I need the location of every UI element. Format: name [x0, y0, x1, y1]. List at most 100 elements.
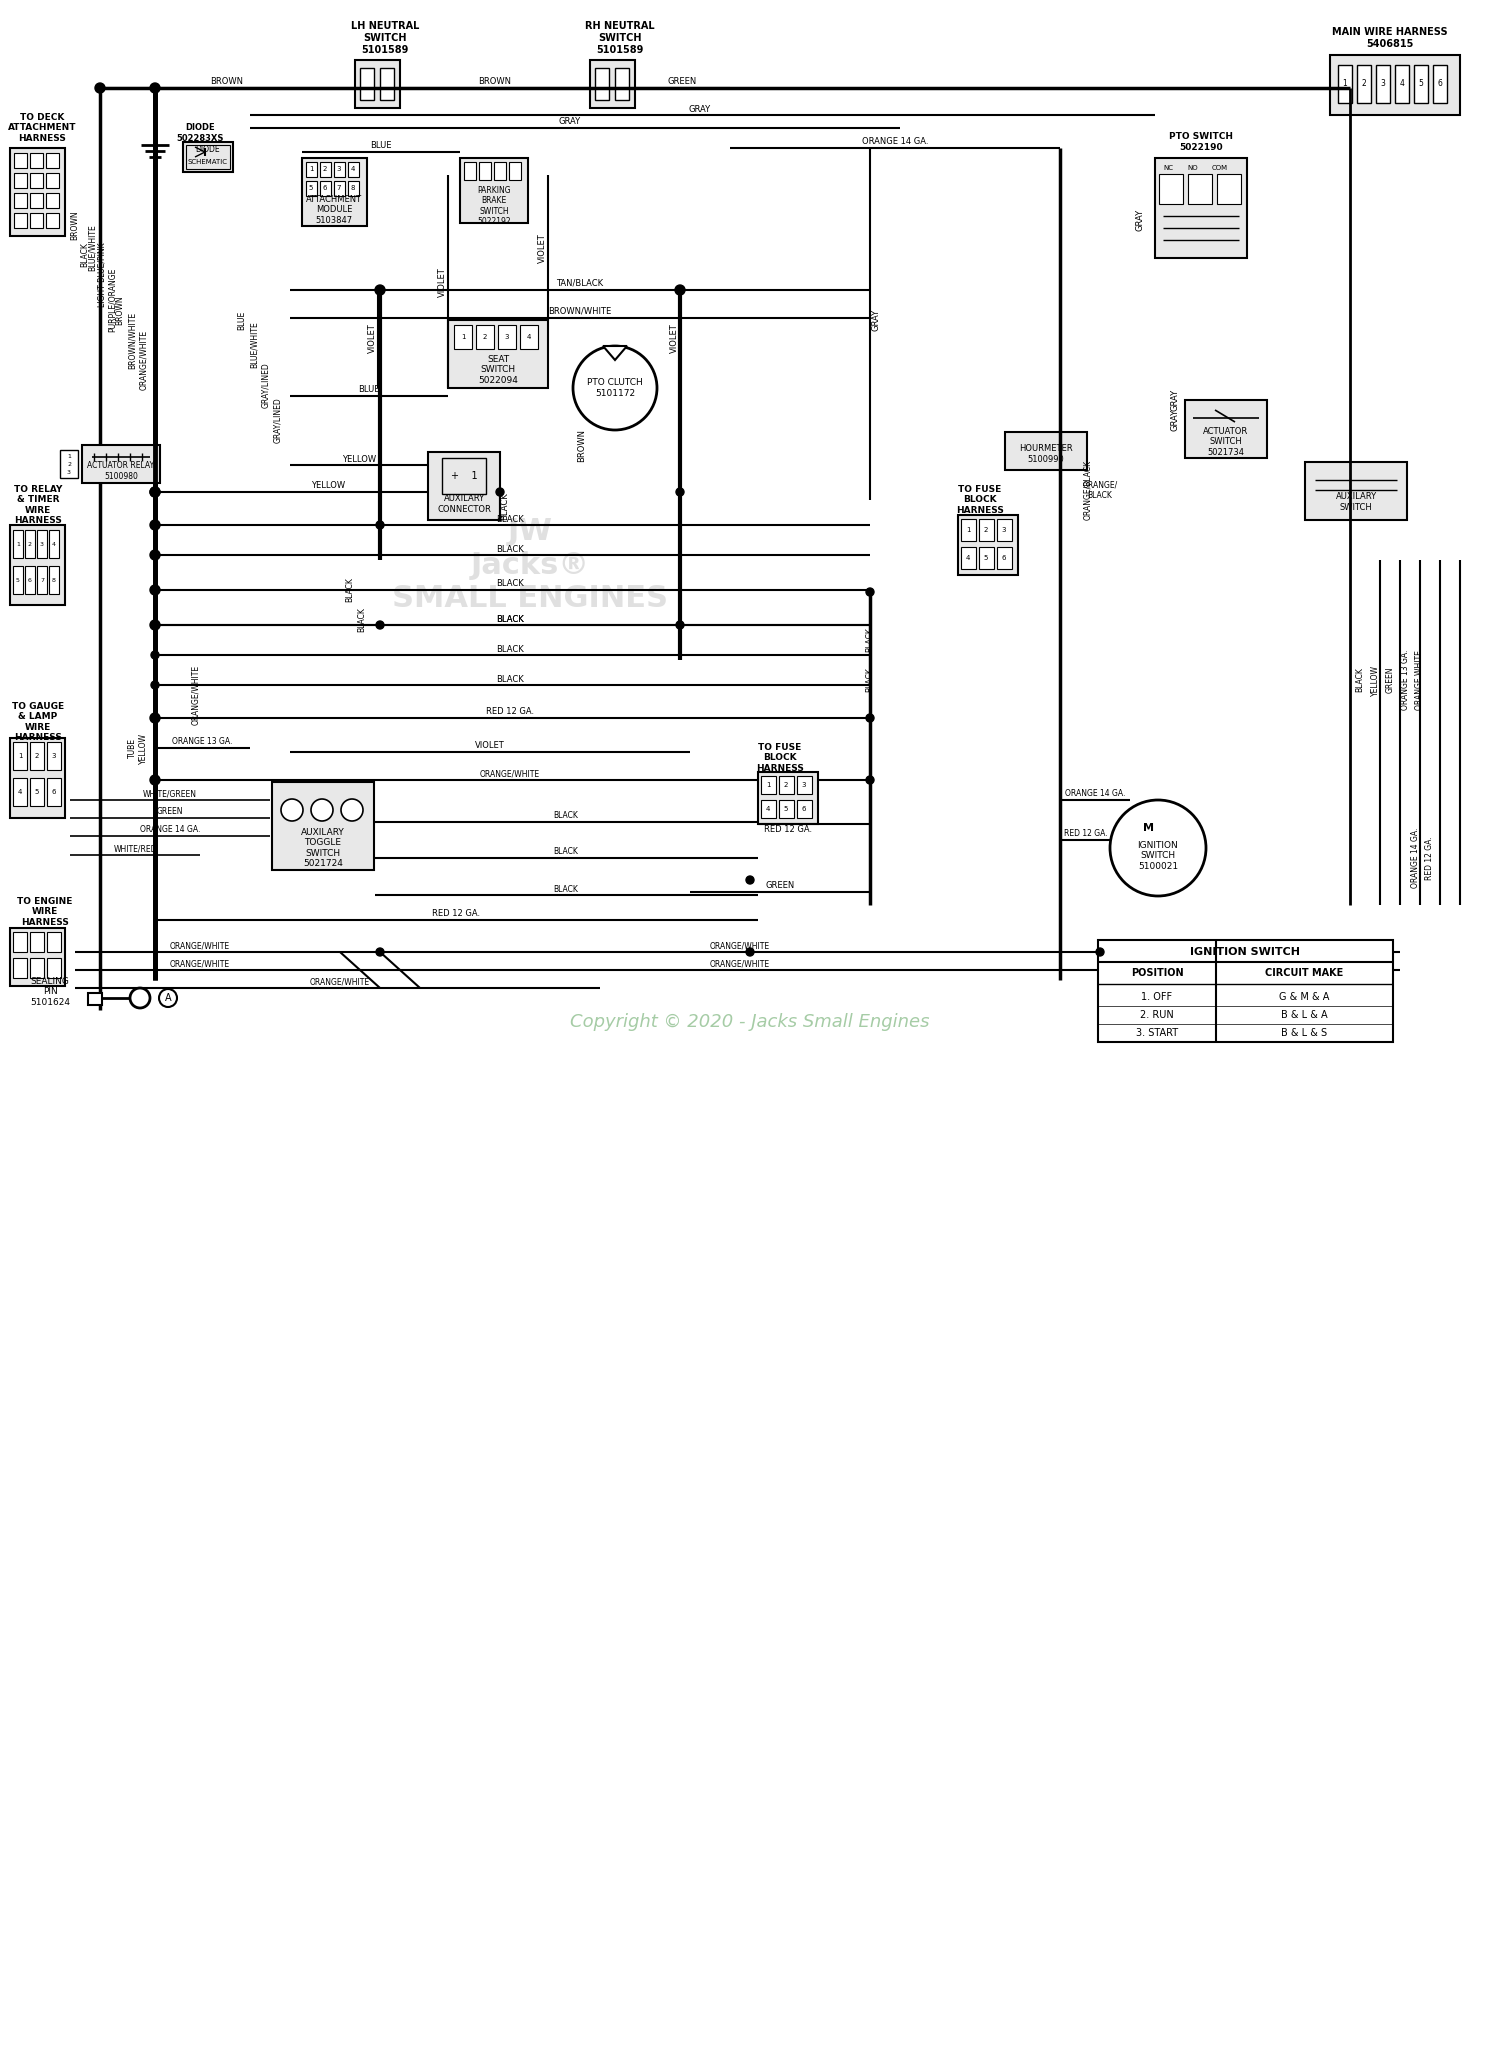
- Bar: [10, 927, 64, 987]
- Text: B & L & S: B & L & S: [1281, 1028, 1328, 1038]
- Bar: [958, 515, 1018, 575]
- Bar: [509, 163, 520, 179]
- Circle shape: [150, 486, 160, 496]
- Text: 5: 5: [309, 185, 314, 192]
- Text: BLACK: BLACK: [865, 628, 874, 653]
- Circle shape: [280, 799, 303, 822]
- Text: 6: 6: [322, 185, 327, 192]
- Circle shape: [573, 346, 657, 431]
- Text: RED 12 GA.: RED 12 GA.: [764, 826, 812, 834]
- Text: +    1: + 1: [450, 472, 477, 480]
- Bar: [88, 993, 102, 1005]
- Text: ORANGE 13 GA.: ORANGE 13 GA.: [172, 737, 232, 746]
- Text: NO: NO: [1188, 165, 1198, 171]
- Text: GRAY: GRAY: [1170, 410, 1179, 431]
- Bar: [380, 68, 394, 101]
- Bar: [760, 777, 776, 793]
- Circle shape: [152, 550, 159, 558]
- Text: 4: 4: [1400, 80, 1404, 89]
- Text: BROWN: BROWN: [478, 78, 512, 87]
- Circle shape: [150, 519, 160, 529]
- Bar: [183, 142, 232, 171]
- Bar: [498, 325, 516, 348]
- Bar: [962, 548, 976, 569]
- Text: LIGHT BLUE/PINK: LIGHT BLUE/PINK: [98, 243, 106, 307]
- Bar: [30, 152, 44, 169]
- Text: PURPLE/ORANGE: PURPLE/ORANGE: [108, 268, 117, 332]
- Circle shape: [159, 989, 177, 1007]
- Text: BLACK: BLACK: [81, 243, 90, 268]
- Text: BROWN: BROWN: [578, 428, 586, 461]
- Text: 4: 4: [351, 167, 355, 171]
- Bar: [1098, 939, 1394, 1042]
- Bar: [520, 325, 538, 348]
- Bar: [760, 799, 776, 818]
- Text: 2: 2: [28, 542, 32, 546]
- Text: BLUE: BLUE: [358, 385, 380, 396]
- Bar: [26, 566, 34, 593]
- Text: BLACK: BLACK: [357, 608, 366, 632]
- Text: RED 12 GA.: RED 12 GA.: [1425, 836, 1434, 880]
- Text: 4: 4: [18, 789, 22, 795]
- Bar: [13, 194, 27, 208]
- Bar: [13, 529, 22, 558]
- Text: PARKING
BRAKE
SWITCH
5022192: PARKING BRAKE SWITCH 5022192: [477, 185, 512, 227]
- Text: B & L & A: B & L & A: [1281, 1009, 1328, 1020]
- Bar: [10, 525, 64, 606]
- Text: ORANGE 14 GA.: ORANGE 14 GA.: [861, 138, 928, 146]
- Bar: [1330, 56, 1460, 115]
- Bar: [302, 159, 368, 227]
- Text: COM: COM: [1212, 165, 1228, 171]
- Text: 4: 4: [966, 554, 970, 560]
- Text: ORANGE/WHITE: ORANGE/WHITE: [480, 770, 540, 779]
- Bar: [1216, 173, 1240, 204]
- Text: 3: 3: [801, 783, 807, 789]
- Text: 7: 7: [336, 185, 340, 192]
- Text: BLACK: BLACK: [496, 544, 523, 554]
- Text: ORANGE 14 GA.: ORANGE 14 GA.: [140, 826, 200, 834]
- Circle shape: [150, 713, 160, 723]
- Text: 4: 4: [766, 805, 770, 812]
- Bar: [778, 777, 794, 793]
- Bar: [46, 152, 58, 169]
- Bar: [1185, 400, 1268, 457]
- Bar: [334, 163, 345, 177]
- Text: 2: 2: [322, 167, 327, 171]
- Circle shape: [150, 620, 160, 630]
- Text: 1: 1: [765, 783, 771, 789]
- Bar: [13, 931, 27, 952]
- Circle shape: [152, 682, 159, 688]
- Bar: [13, 742, 27, 770]
- Text: 3: 3: [51, 754, 57, 758]
- Bar: [590, 60, 634, 107]
- Bar: [306, 163, 316, 177]
- Text: HOURMETER
5100990: HOURMETER 5100990: [1019, 445, 1072, 464]
- Text: 5: 5: [1419, 80, 1424, 89]
- Bar: [1395, 66, 1408, 103]
- Text: BLACK: BLACK: [496, 674, 523, 684]
- Text: VIOLET: VIOLET: [438, 268, 447, 297]
- Text: 3. START: 3. START: [1136, 1028, 1178, 1038]
- Bar: [13, 779, 27, 805]
- Bar: [46, 779, 62, 805]
- Text: BLACK: BLACK: [496, 614, 523, 624]
- Text: GREEN: GREEN: [1386, 667, 1395, 694]
- Circle shape: [152, 585, 159, 593]
- Bar: [50, 529, 58, 558]
- Circle shape: [340, 799, 363, 822]
- Circle shape: [865, 587, 874, 595]
- Text: GRAY/LINED: GRAY/LINED: [261, 363, 270, 408]
- Bar: [46, 194, 58, 208]
- Circle shape: [150, 82, 160, 93]
- Text: BLACK: BLACK: [554, 812, 579, 820]
- Text: ORANGE/WHITE: ORANGE/WHITE: [170, 960, 230, 968]
- Bar: [46, 212, 58, 229]
- Text: BLACK: BLACK: [496, 579, 523, 589]
- Text: RED 12 GA.: RED 12 GA.: [1064, 830, 1108, 838]
- Circle shape: [376, 948, 384, 956]
- Text: BROWN: BROWN: [70, 210, 80, 239]
- Text: RH NEUTRAL
SWITCH
5101589: RH NEUTRAL SWITCH 5101589: [585, 21, 656, 56]
- Bar: [1160, 173, 1184, 204]
- Text: ACTUATOR
SWITCH
5021734: ACTUATOR SWITCH 5021734: [1203, 426, 1248, 457]
- Circle shape: [130, 989, 150, 1007]
